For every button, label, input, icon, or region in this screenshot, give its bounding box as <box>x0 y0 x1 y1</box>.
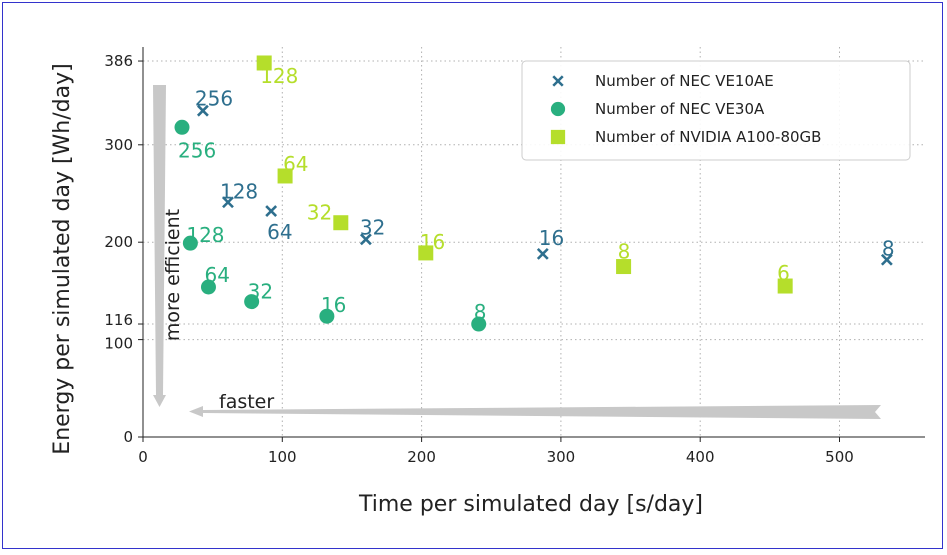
y-tick-label: 0 <box>123 428 133 446</box>
legend-entry: Number of NVIDIA A100-80GB <box>595 128 821 146</box>
data-label: 32 <box>248 280 273 304</box>
data-label: 32 <box>360 215 385 239</box>
data-label: 128 <box>186 223 224 247</box>
x-tick-label: 100 <box>268 448 297 466</box>
data-label: 16 <box>539 226 564 250</box>
data-point <box>256 55 272 71</box>
y-axis-label: Energy per simulated day [Wh/day] <box>50 63 75 454</box>
data-point <box>880 253 893 266</box>
x-tick-label: 500 <box>825 448 854 466</box>
data-point <box>333 215 349 231</box>
axes <box>138 47 925 442</box>
y-tick-label: 200 <box>104 233 133 251</box>
tick-labels: 0 100 200 300 400 500 0 100 116 200 300 386 <box>104 52 853 466</box>
legend-entry: Number of NEC VE30A <box>595 100 765 118</box>
data-points <box>174 55 893 332</box>
data-label: 8 <box>618 240 631 264</box>
data-label: 64 <box>267 220 292 244</box>
x-tick-label: 400 <box>686 448 715 466</box>
data-label: 128 <box>220 179 258 203</box>
data-point <box>616 259 632 275</box>
y-tick-label: 100 <box>104 335 133 353</box>
annotation-arrows <box>153 85 881 419</box>
data-label: 16 <box>321 293 346 317</box>
y-tick-label: 300 <box>104 136 133 154</box>
efficiency-arrow <box>153 85 166 407</box>
legend-marker <box>552 75 564 87</box>
legend-entry: Number of NEC VE10AE <box>595 72 774 90</box>
data-label: 64 <box>283 152 308 176</box>
data-label: 128 <box>260 64 298 88</box>
data-label: 256 <box>195 87 233 111</box>
data-point <box>222 196 234 209</box>
data-point <box>777 278 793 294</box>
data-point <box>319 308 335 324</box>
data-point <box>244 294 260 310</box>
x-axis-label: Time per simulated day [s/day] <box>358 492 703 517</box>
x-tick-label: 300 <box>547 448 576 466</box>
data-label: 32 <box>307 201 332 225</box>
annotation-more-efficient: more efficient <box>162 209 184 341</box>
x-tick-label: 0 <box>138 448 148 466</box>
figure-frame: 0 100 200 300 400 500 0 100 116 200 300 386 256 128 6… <box>2 2 943 549</box>
data-label: 64 <box>204 263 229 287</box>
data-label: 256 <box>178 138 216 162</box>
legend-box <box>521 60 911 161</box>
data-point <box>182 235 198 251</box>
data-label: 16 <box>420 230 445 254</box>
legend: Number of NEC VE10AE Number of NEC VE30A N… <box>521 60 911 161</box>
data-point <box>536 247 549 260</box>
data-label: 6 <box>777 261 790 285</box>
legend-marker <box>550 129 566 145</box>
grid <box>143 47 925 437</box>
data-point <box>277 168 293 184</box>
x-tick-label: 200 <box>407 448 436 466</box>
data-label: 8 <box>882 237 895 261</box>
data-point <box>471 316 487 332</box>
data-point <box>200 279 216 295</box>
y-tick-label: 386 <box>104 52 133 70</box>
data-point <box>359 233 372 246</box>
legend-marker <box>550 101 566 117</box>
speed-arrow <box>189 405 881 419</box>
data-point <box>196 104 209 117</box>
data-point <box>174 119 190 135</box>
data-point <box>265 205 278 217</box>
annotation-faster: faster <box>219 391 274 413</box>
y-tick-label: 116 <box>104 311 133 329</box>
data-point <box>418 245 434 261</box>
data-label: 8 <box>474 300 487 324</box>
